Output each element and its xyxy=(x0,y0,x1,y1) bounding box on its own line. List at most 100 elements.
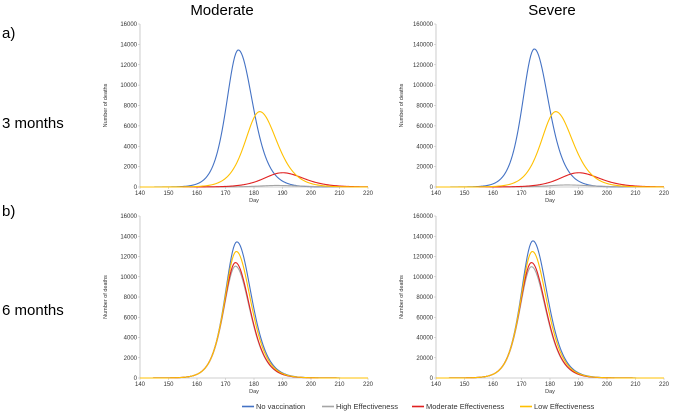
legend-label: Low Effectiveness xyxy=(534,402,595,411)
x-tick-label: 220 xyxy=(363,191,374,197)
series-line-moderate-effectiveness xyxy=(140,262,368,379)
x-tick-label: 150 xyxy=(459,382,470,388)
y-tick-label: 10000 xyxy=(120,83,137,89)
x-tick-label: 140 xyxy=(135,382,146,388)
x-tick-label: 170 xyxy=(220,191,231,197)
x-tick-label: 160 xyxy=(488,191,499,197)
x-tick-label: 150 xyxy=(459,191,470,197)
y-tick-label: 12000 xyxy=(120,63,137,69)
y-tick-label: 4000 xyxy=(124,336,138,342)
series-line-high-effectiveness xyxy=(436,266,664,379)
y-tick-label: 0 xyxy=(430,185,434,191)
x-tick-label: 200 xyxy=(306,382,317,388)
y-axis-title: Number of deaths xyxy=(103,275,109,319)
y-tick-label: 0 xyxy=(134,376,138,382)
x-tick-label: 170 xyxy=(220,382,231,388)
x-axis-title: Day xyxy=(249,198,259,204)
series-line-moderate-effectiveness xyxy=(436,262,664,379)
x-tick-label: 210 xyxy=(630,191,641,197)
x-axis-title: Day xyxy=(545,198,555,204)
x-tick-label: 210 xyxy=(334,382,345,388)
x-tick-label: 140 xyxy=(431,382,442,388)
y-tick-label: 60000 xyxy=(416,124,433,130)
legend-label: Moderate Effectiveness xyxy=(426,402,504,411)
legend-item-moderate-effectiveness: Moderate Effectiveness xyxy=(412,402,504,411)
legend-item-high-effectiveness: High Effectiveness xyxy=(322,402,398,411)
legend-label: No vaccination xyxy=(256,402,305,411)
y-tick-label: 6000 xyxy=(124,315,138,321)
y-tick-label: 100000 xyxy=(413,83,434,89)
y-tick-label: 0 xyxy=(134,185,138,191)
series-line-high-effectiveness xyxy=(140,265,368,379)
series-line-no-vaccination xyxy=(140,241,368,379)
y-tick-label: 2000 xyxy=(124,356,138,362)
y-tick-label: 80000 xyxy=(416,104,433,110)
x-tick-label: 210 xyxy=(630,382,641,388)
panel-b-severe: 0 20000 40000 60000 80000 100000 120000 140000 1… xyxy=(399,214,670,395)
chart-panels: 0200040006000800010000120001400016000140… xyxy=(103,22,670,395)
x-tick-label: 210 xyxy=(334,191,345,197)
series-line-moderate-effectiveness xyxy=(140,172,369,188)
x-tick-label: 160 xyxy=(488,382,499,388)
row-label-3-months: 3 months xyxy=(2,115,64,132)
x-tick-label: 150 xyxy=(163,382,174,388)
x-tick-label: 140 xyxy=(431,191,442,197)
series-line-low-effectiveness xyxy=(436,111,664,188)
x-tick-label: 200 xyxy=(602,191,613,197)
y-tick-label: 40000 xyxy=(416,336,433,342)
series-line-low-effectiveness xyxy=(140,250,368,379)
y-tick-label: 80000 xyxy=(416,295,433,301)
series-line-low-effectiveness xyxy=(436,250,664,379)
x-tick-label: 190 xyxy=(277,191,288,197)
x-tick-label: 180 xyxy=(545,191,556,197)
x-tick-label: 150 xyxy=(163,191,174,197)
x-tick-label: 220 xyxy=(659,382,670,388)
y-tick-label: 160000 xyxy=(413,214,434,220)
y-tick-label: 40000 xyxy=(416,144,433,150)
y-tick-label: 140000 xyxy=(413,42,434,48)
x-tick-label: 180 xyxy=(249,382,260,388)
x-tick-label: 190 xyxy=(573,382,584,388)
x-tick-label: 190 xyxy=(277,382,288,388)
legend: No vaccination High Effectiveness Moderate… xyxy=(242,402,595,411)
panel-a-moderate: 0 2000 4000 6000 8000 10000 12000 14000 16000 140… xyxy=(103,22,374,204)
column-title-moderate: Moderate xyxy=(190,2,253,19)
series-line-low-effectiveness xyxy=(140,111,368,188)
y-tick-label: 160000 xyxy=(413,22,434,28)
y-tick-label: 8000 xyxy=(124,104,138,110)
y-tick-label: 14000 xyxy=(120,42,137,48)
panel-a-severe: 0 20000 40000 60000 80000 100000 120000 140000 1… xyxy=(399,22,670,204)
y-tick-label: 14000 xyxy=(120,234,137,240)
y-tick-label: 60000 xyxy=(416,315,433,321)
y-tick-label: 4000 xyxy=(124,144,138,150)
series-line-moderate-effectiveness xyxy=(436,172,665,188)
x-tick-label: 220 xyxy=(659,191,670,197)
x-tick-label: 140 xyxy=(135,191,146,197)
row-letter-a: a) xyxy=(2,25,15,42)
y-tick-label: 20000 xyxy=(416,356,433,362)
legend-item-low-effectiveness: Low Effectiveness xyxy=(520,402,595,411)
x-tick-label: 200 xyxy=(602,382,613,388)
legend-item-no-vaccination: No vaccination xyxy=(242,402,305,411)
y-tick-label: 16000 xyxy=(120,214,137,220)
y-tick-label: 140000 xyxy=(413,234,434,240)
y-tick-label: 16000 xyxy=(120,22,137,28)
x-axis-title: Day xyxy=(249,389,259,395)
panel-b-moderate: 0 2000 4000 6000 8000 10000 12000 14000 16000 140… xyxy=(103,214,374,395)
x-tick-label: 160 xyxy=(192,382,203,388)
y-axis-title: Number of deaths xyxy=(399,275,405,319)
x-tick-label: 160 xyxy=(192,191,203,197)
y-tick-label: 6000 xyxy=(124,124,138,130)
column-title-severe: Severe xyxy=(528,2,576,19)
x-tick-label: 170 xyxy=(516,382,527,388)
y-tick-label: 120000 xyxy=(413,255,434,261)
x-tick-label: 220 xyxy=(363,382,374,388)
legend-label: High Effectiveness xyxy=(336,402,398,411)
x-tick-label: 180 xyxy=(545,382,556,388)
x-tick-label: 200 xyxy=(306,191,317,197)
x-tick-label: 170 xyxy=(516,191,527,197)
row-label-6-months: 6 months xyxy=(2,302,64,319)
y-axis-title: Number of deaths xyxy=(399,83,405,127)
y-tick-label: 120000 xyxy=(413,63,434,69)
